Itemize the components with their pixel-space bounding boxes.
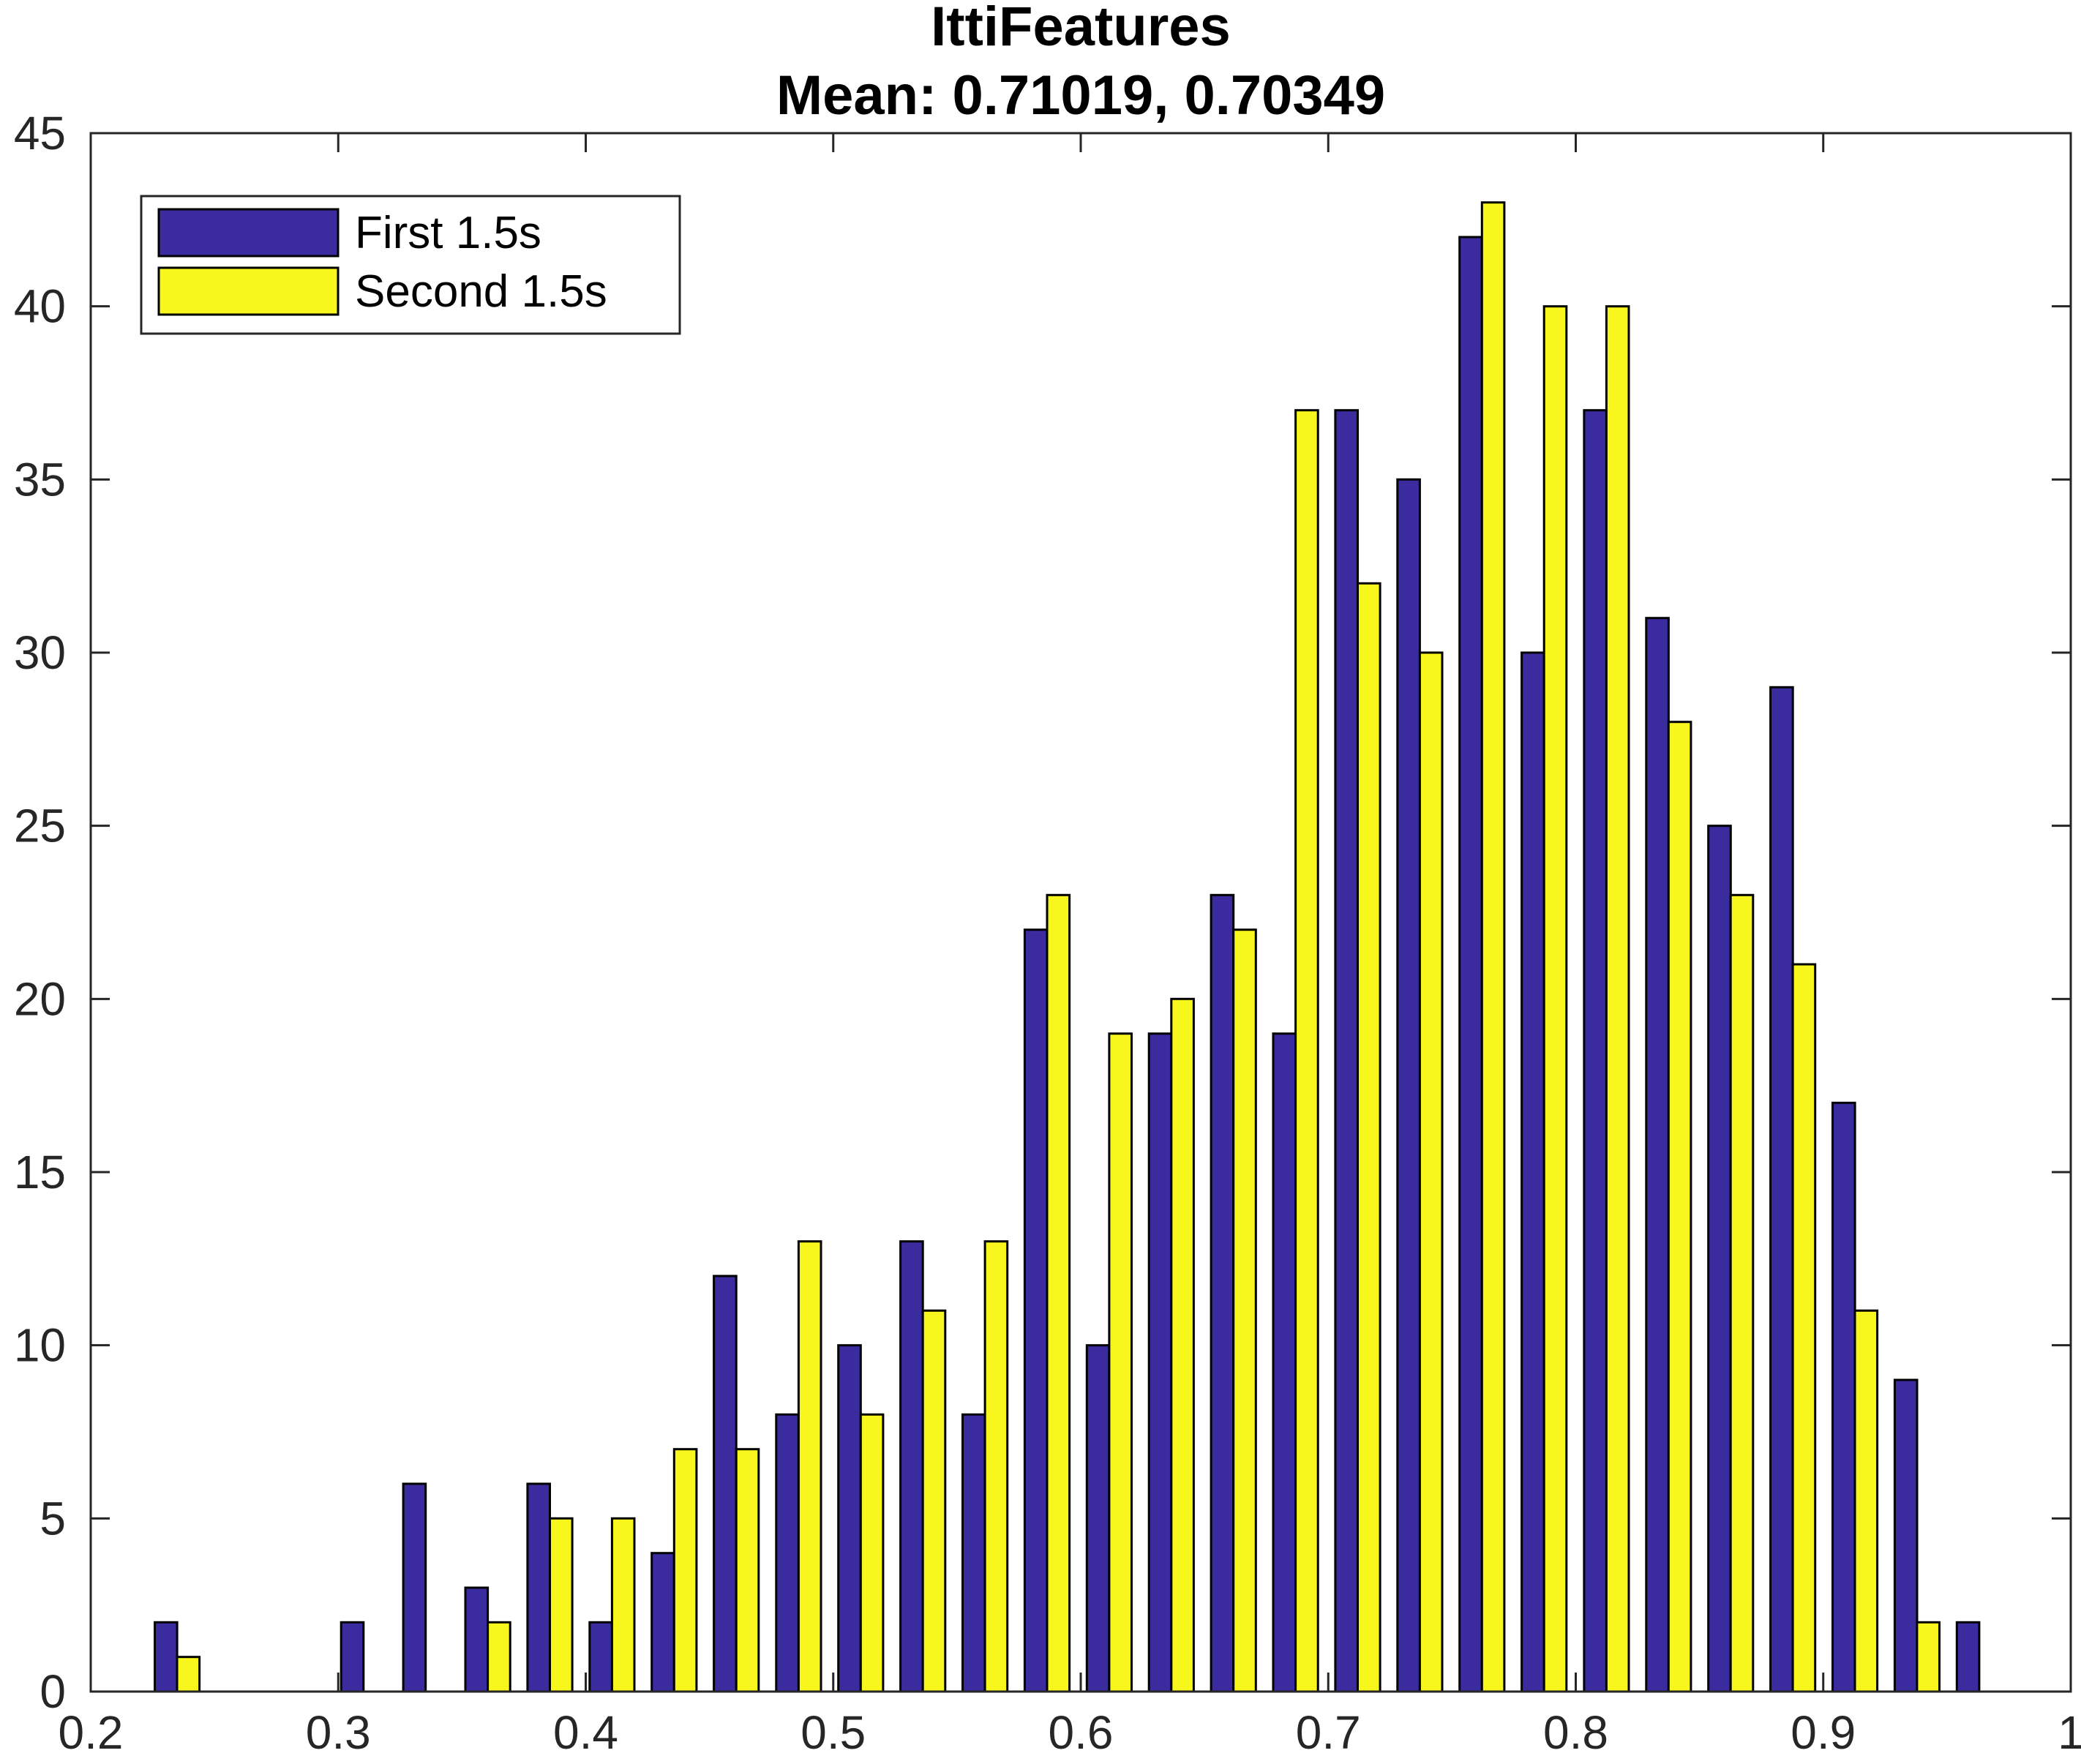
y-tick-label-10: 45 [14, 107, 66, 159]
y-tick-label-9: 40 [14, 280, 66, 333]
bar-series1-bin-7 [526, 1482, 552, 1693]
chart-title: IttiFeatures [931, 0, 1231, 58]
bar-series1-bin-24 [1583, 409, 1608, 1693]
bar-series1-bin-20 [1334, 409, 1360, 1693]
x-tick-label-2: 0.3 [306, 1706, 371, 1759]
bar-series1-bin-25 [1645, 617, 1670, 1693]
y-tick-label-1: 0 [40, 1665, 66, 1718]
bar-series1-bin-18 [1210, 893, 1235, 1693]
bar-series2-bin-18 [1232, 928, 1257, 1693]
bar-series2-bin-24 [1605, 305, 1630, 1693]
x-tick-label-6: 0.7 [1296, 1706, 1361, 1759]
x-tick-label-8: 0.9 [1791, 1706, 1856, 1759]
y-tick-label-5: 20 [14, 972, 66, 1025]
bar-series2-bin-29 [1916, 1621, 1941, 1693]
bar-series1-bin-21 [1396, 478, 1421, 1693]
bar-series2-bin-28 [1853, 1309, 1879, 1693]
bar-series1-bin-10 [713, 1275, 738, 1693]
bar-series1-bin-9 [650, 1552, 675, 1693]
bar-series2-bin-25 [1667, 721, 1692, 1693]
chart-subtitle: Mean: 0.71019, 0.70349 [776, 64, 1385, 127]
bar-series1-bin-16 [1085, 1344, 1111, 1693]
x-tick-label-7: 0.8 [1543, 1706, 1608, 1759]
bar-series1-bin-15 [1023, 928, 1049, 1693]
bar-series1-bin-8 [588, 1621, 613, 1693]
axis-tick-labels: 0.2 0.3 0.4 0.5 0.6 0.7 0.8 0.9 1051015202530354… [14, 107, 2081, 1759]
bar-series1-bin-23 [1521, 651, 1545, 1693]
bar-series1-bin-1 [154, 1621, 179, 1693]
y-tick-label-2: 5 [40, 1492, 66, 1545]
bar-series2-bin-6 [487, 1621, 511, 1693]
bar-series1-bin-11 [775, 1413, 800, 1693]
bar-series1-bin-19 [1272, 1032, 1297, 1693]
x-tick-label-1: 0.2 [59, 1706, 124, 1759]
bar-series2-bin-10 [735, 1448, 760, 1693]
bar-series1-bin-5 [402, 1482, 427, 1693]
bar-series2-bin-19 [1294, 409, 1319, 1693]
y-tick-label-3: 10 [14, 1319, 66, 1372]
bar-series1-bin-13 [899, 1240, 924, 1693]
bar-series2-bin-1 [176, 1656, 201, 1693]
bar-series2-bin-11 [797, 1240, 822, 1693]
x-tick-label-9: 1 [2058, 1706, 2081, 1759]
bar-series2-bin-26 [1729, 893, 1755, 1693]
bar-series2-bin-21 [1418, 651, 1444, 1693]
y-tick-label-4: 15 [14, 1146, 66, 1198]
bar-series2-bin-7 [549, 1517, 574, 1693]
bar-series2-bin-15 [1046, 893, 1071, 1693]
x-tick-label-5: 0.6 [1049, 1706, 1114, 1759]
bar-series2-bin-14 [983, 1240, 1009, 1693]
bar-series1-bin-26 [1707, 825, 1732, 1693]
bar-series2-bin-20 [1357, 582, 1381, 1693]
legend: First 1.5s Second 1.5s [140, 195, 681, 335]
bar-series1-bin-22 [1458, 236, 1483, 1693]
bar-series2-bin-17 [1170, 997, 1195, 1693]
bar-series2-bin-16 [1108, 1032, 1133, 1693]
bar-series2-bin-23 [1542, 305, 1568, 1693]
bar-series1-bin-12 [837, 1344, 862, 1693]
legend-label-2: Second 1.5s [355, 266, 607, 317]
legend-label-1: First 1.5s [355, 208, 541, 258]
bar-series2-bin-13 [921, 1309, 947, 1693]
x-tick-label-3: 0.4 [553, 1706, 618, 1759]
bar-series1-bin-30 [1955, 1621, 1981, 1693]
axis-ticks [89, 132, 2072, 1693]
bar-series1-bin-14 [961, 1413, 986, 1693]
bar-series1-bin-29 [1893, 1378, 1919, 1693]
legend-swatch-1 [157, 208, 340, 258]
bars-layer [154, 201, 1981, 1693]
bar-series1-bin-28 [1831, 1101, 1856, 1693]
y-tick-label-6: 25 [14, 800, 66, 852]
y-tick-label-8: 35 [14, 453, 66, 506]
bar-series2-bin-22 [1480, 201, 1506, 1693]
bar-series2-bin-9 [672, 1448, 698, 1693]
bar-series1-bin-6 [464, 1586, 490, 1693]
bar-series2-bin-12 [859, 1413, 885, 1693]
bar-series1-bin-17 [1147, 1032, 1173, 1693]
x-tick-label-4: 0.5 [800, 1706, 866, 1759]
bar-series2-bin-8 [610, 1517, 636, 1693]
bar-series1-bin-27 [1769, 686, 1794, 1693]
bar-series2-bin-27 [1791, 963, 1817, 1693]
bar-series1-bin-4 [340, 1621, 365, 1693]
legend-swatch-2 [157, 266, 340, 316]
y-tick-label-7: 30 [14, 626, 66, 679]
